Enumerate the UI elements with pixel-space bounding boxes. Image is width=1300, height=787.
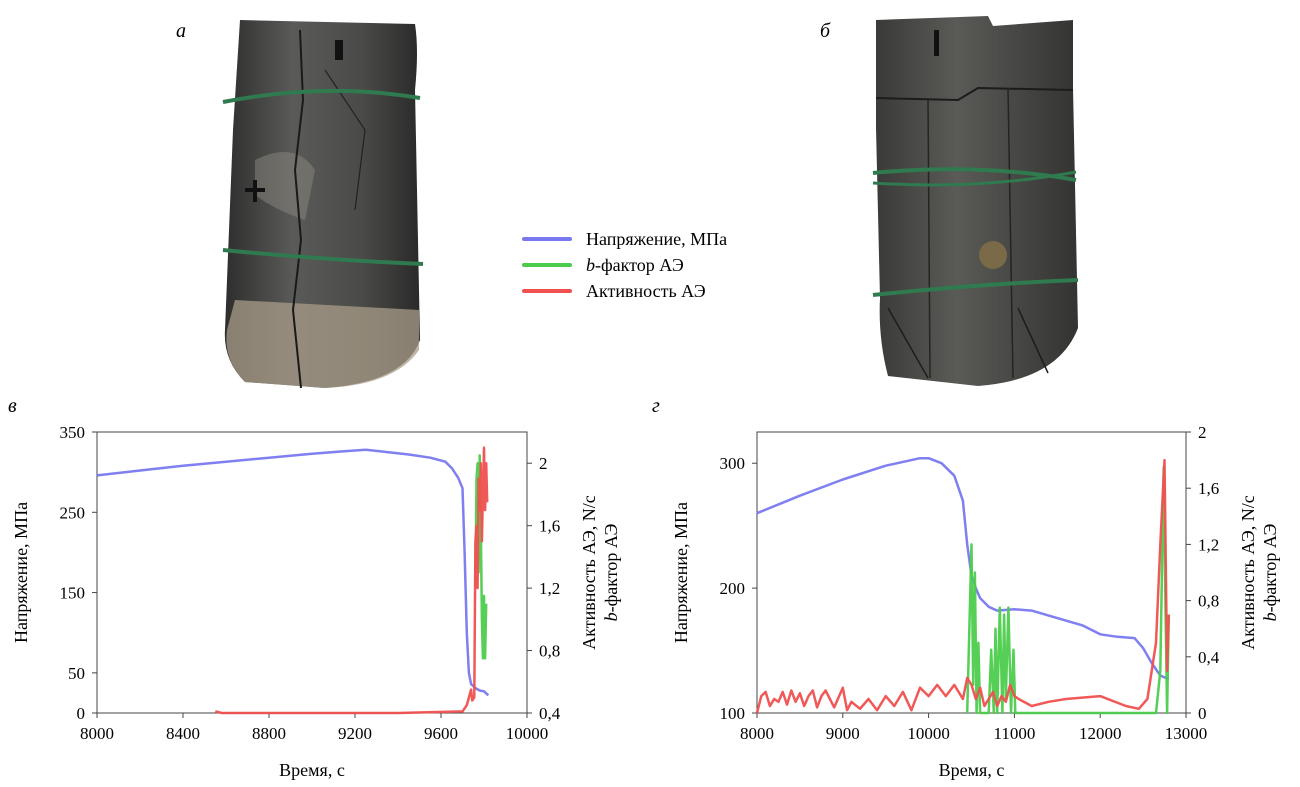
y-left-tick-label: 0 <box>77 704 86 723</box>
y-left-tick-label: 50 <box>68 664 85 683</box>
series-line-activity <box>755 458 1171 714</box>
legend-label-stress: Напряжение, МПа <box>586 228 728 249</box>
y-right-tick-label: 2 <box>1198 423 1207 442</box>
x-tick-label: 10000 <box>907 724 950 743</box>
x-tick-label: 9200 <box>338 724 372 743</box>
x-tick-label: 8000 <box>80 724 114 743</box>
x-tick-label: 8800 <box>252 724 286 743</box>
y-left-tick-label: 150 <box>60 584 86 603</box>
core-photo-a <box>222 20 424 389</box>
y-right-axis-label-activity: Активность АЭ, N/c <box>579 495 599 650</box>
x-axis-label: Время, с <box>939 760 1005 780</box>
x-tick-label: 8400 <box>166 724 200 743</box>
legend-item-activity: Активность АЭ <box>522 278 727 304</box>
panel-letter-a: а <box>176 20 186 42</box>
legend-swatch-stress <box>522 237 572 241</box>
legend-swatch-bfactor <box>522 263 572 267</box>
y-left-tick-label: 250 <box>60 503 86 522</box>
legend-label-activity: Активность АЭ <box>586 280 706 301</box>
series-line-stress <box>96 448 490 697</box>
plot-frame-c <box>96 431 528 714</box>
x-tick-label: 13000 <box>1165 724 1208 743</box>
y-right-tick-label: 0,8 <box>539 642 560 661</box>
y-right-tick-label: 0,8 <box>1198 592 1219 611</box>
y-left-tick-label: 200 <box>720 579 746 598</box>
y-right-tick-label: 1,6 <box>539 517 560 536</box>
y-right-tick-label: 0,4 <box>1198 648 1220 667</box>
y-right-tick-label: 2 <box>539 454 548 473</box>
x-tick-label: 9600 <box>424 724 458 743</box>
y-left-tick-label: 300 <box>720 454 746 473</box>
x-tick-label: 9000 <box>826 724 860 743</box>
y-right-tick-label: 0,4 <box>539 704 561 723</box>
y-right-axis-label-bfactor: b-фактор АЭ <box>601 524 621 622</box>
y-left-axis-label: Напряжение, МПа <box>11 502 31 643</box>
legend-item-stress: Напряжение, МПа <box>522 226 727 252</box>
y-left-tick-label: 350 <box>60 423 86 442</box>
series-line-bfactor <box>965 465 1171 715</box>
y-right-axis-label-activity: Активность АЭ, N/c <box>1238 495 1258 650</box>
panel-letter-c: в <box>8 395 17 417</box>
y-right-axis-label-bfactor: b-фактор АЭ <box>1260 524 1280 622</box>
core-photo-b <box>872 16 1079 386</box>
panel-letter-b: б <box>820 20 831 42</box>
x-tick-label: 12000 <box>1079 724 1122 743</box>
x-tick-label: 11000 <box>993 724 1035 743</box>
y-left-axis-label: Напряжение, МПа <box>671 502 691 643</box>
series-line-activity <box>214 446 489 715</box>
legend-item-bfactor: b-фактор АЭ <box>522 252 727 278</box>
y-right-tick-label: 1,6 <box>1198 479 1219 498</box>
x-tick-label: 8000 <box>740 724 774 743</box>
y-left-tick-label: 100 <box>720 704 746 723</box>
x-tick-label: 10000 <box>506 724 549 743</box>
y-right-tick-label: 1,2 <box>539 579 560 598</box>
y-right-tick-label: 0 <box>1198 704 1207 723</box>
panel-letter-d: г <box>652 395 660 417</box>
x-axis-label: Время, с <box>279 760 345 780</box>
plot-frame-d <box>756 431 1187 714</box>
legend-label-bfactor: b-фактор АЭ <box>586 254 684 275</box>
y-right-tick-label: 1,2 <box>1198 535 1219 554</box>
chart-legend: Напряжение, МПа b-фактор АЭ Активность А… <box>522 226 727 304</box>
series-line-stress <box>756 456 1170 681</box>
legend-swatch-activity <box>522 289 572 293</box>
